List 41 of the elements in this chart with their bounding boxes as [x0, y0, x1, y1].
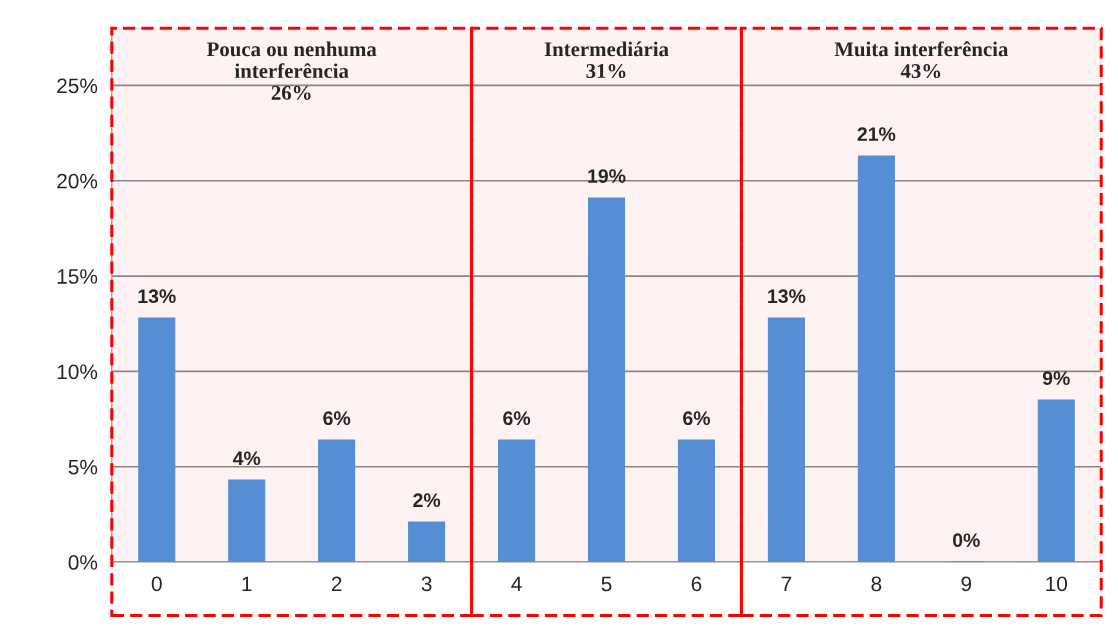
data-label: 4% — [232, 451, 261, 466]
x-tick-label: 4 — [511, 576, 522, 592]
data-label: 6% — [503, 411, 531, 426]
band-label: Pouca ou nenhuma interferência 26% — [206, 41, 377, 100]
bar — [408, 521, 446, 563]
data-label: 6% — [683, 411, 710, 426]
x-tick-label: 5 — [601, 576, 612, 592]
y-tick-label: 20% — [57, 173, 98, 189]
x-tick-label: 0 — [151, 576, 162, 592]
data-label: 13% — [138, 289, 176, 304]
data-label: 21% — [857, 127, 896, 141]
x-tick-label: 1 — [242, 576, 252, 592]
y-tick-label: 10% — [57, 364, 98, 380]
bar — [677, 439, 716, 563]
bar — [138, 317, 176, 563]
data-label: 2% — [413, 493, 441, 508]
bar — [1037, 399, 1075, 563]
band-label: Intermediária 31% — [544, 41, 669, 79]
data-label: 13% — [768, 289, 806, 304]
x-tick-label: 3 — [421, 576, 432, 592]
bar — [318, 439, 356, 563]
x-tick-label: 10 — [1046, 576, 1068, 592]
bar — [857, 155, 895, 563]
bar — [587, 197, 626, 563]
bar — [498, 439, 536, 563]
data-label: 9% — [1042, 371, 1070, 386]
y-tick-label: 15% — [57, 269, 98, 284]
x-tick-label: 9 — [961, 576, 972, 592]
bar — [228, 479, 266, 563]
y-tick-label: 0% — [68, 555, 98, 570]
x-tick-label: 7 — [781, 576, 792, 592]
x-tick-label: 8 — [871, 576, 882, 592]
bar — [767, 317, 805, 563]
y-tick-label: 25% — [57, 78, 98, 94]
data-label: 0% — [953, 533, 980, 548]
data-label: 6% — [323, 411, 351, 426]
data-label: 19% — [588, 169, 626, 183]
y-tick-label: 5% — [68, 459, 98, 475]
band-label: Muita interferência 43% — [834, 41, 1009, 79]
x-tick-label: 2 — [331, 576, 342, 592]
x-tick-label: 6 — [691, 576, 702, 592]
